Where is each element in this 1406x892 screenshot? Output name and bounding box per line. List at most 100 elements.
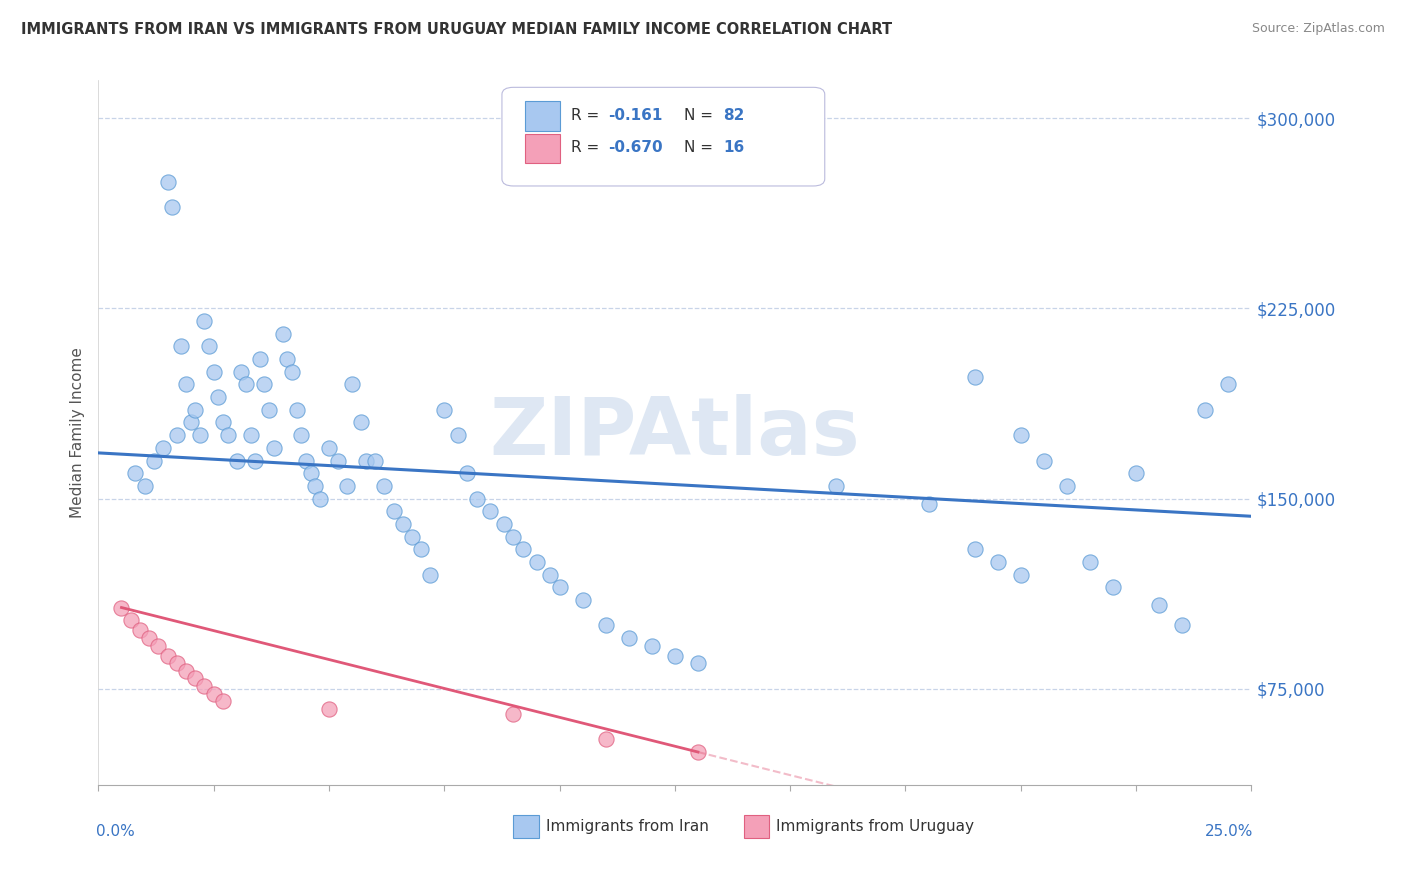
Point — [465, 491, 488, 506]
Point — [129, 624, 152, 638]
Point — [180, 416, 202, 430]
Text: IMMIGRANTS FROM IRAN VS IMMIGRANTS FROM URUGUAY MEDIAN FAMILY INCOME CORRELATION: IMMIGRANTS FROM IRAN VS IMMIGRANTS FROM … — [21, 22, 893, 37]
Point — [170, 339, 193, 353]
Point — [160, 200, 183, 214]
Point — [373, 479, 395, 493]
Point — [354, 453, 377, 467]
Point — [120, 613, 142, 627]
Point — [138, 631, 160, 645]
Point — [641, 639, 664, 653]
Point — [202, 687, 225, 701]
Text: 16: 16 — [723, 140, 745, 155]
Point — [512, 542, 534, 557]
Point — [825, 479, 848, 493]
Point — [152, 441, 174, 455]
Point — [617, 631, 640, 645]
Point — [235, 377, 257, 392]
Text: N =: N = — [685, 140, 718, 155]
Point — [571, 593, 593, 607]
Point — [263, 441, 285, 455]
Point — [1194, 402, 1216, 417]
Point — [350, 416, 373, 430]
Text: -0.161: -0.161 — [607, 108, 662, 123]
Point — [1078, 555, 1101, 569]
Point — [595, 618, 617, 632]
Point — [494, 516, 516, 531]
Point — [231, 365, 253, 379]
Point — [1125, 466, 1147, 480]
Point — [456, 466, 478, 480]
Text: Immigrants from Uruguay: Immigrants from Uruguay — [776, 819, 974, 834]
Point — [987, 555, 1010, 569]
Point — [1032, 453, 1054, 467]
Point — [174, 377, 197, 392]
Point — [202, 365, 225, 379]
FancyBboxPatch shape — [502, 87, 825, 186]
Point — [110, 600, 132, 615]
Point — [281, 365, 304, 379]
Point — [401, 530, 423, 544]
Point — [124, 466, 146, 480]
Point — [166, 428, 188, 442]
Point — [295, 453, 318, 467]
Text: ZIPAtlas: ZIPAtlas — [489, 393, 860, 472]
Point — [411, 542, 433, 557]
Point — [328, 453, 350, 467]
Point — [595, 732, 617, 747]
Point — [433, 402, 456, 417]
Point — [207, 390, 229, 404]
Point — [134, 479, 156, 493]
Point — [502, 530, 524, 544]
Bar — [513, 815, 538, 838]
Point — [253, 377, 276, 392]
Point — [212, 694, 235, 708]
Point — [193, 679, 215, 693]
Point — [1218, 377, 1240, 392]
Point — [174, 664, 197, 678]
Point — [271, 326, 294, 341]
Text: 82: 82 — [723, 108, 745, 123]
Point — [318, 441, 340, 455]
Point — [299, 466, 322, 480]
Point — [249, 352, 271, 367]
Point — [447, 428, 470, 442]
Point — [188, 428, 211, 442]
Point — [198, 339, 221, 353]
Point — [686, 657, 709, 671]
Point — [156, 648, 179, 663]
Point — [1010, 428, 1032, 442]
Text: R =: R = — [571, 140, 605, 155]
Point — [239, 428, 262, 442]
Point — [1147, 598, 1170, 612]
Point — [285, 402, 308, 417]
Point — [538, 567, 561, 582]
Point — [502, 706, 524, 721]
Point — [364, 453, 387, 467]
Point — [217, 428, 239, 442]
Point — [193, 314, 215, 328]
Bar — [524, 102, 560, 131]
Point — [664, 648, 686, 663]
Point — [142, 453, 165, 467]
Point — [225, 453, 247, 467]
Point — [166, 657, 188, 671]
Text: 25.0%: 25.0% — [1205, 823, 1254, 838]
Point — [212, 416, 235, 430]
Point — [336, 479, 359, 493]
Point — [1171, 618, 1194, 632]
Point — [686, 745, 709, 759]
Bar — [524, 134, 560, 163]
Point — [963, 542, 986, 557]
Point — [382, 504, 405, 518]
Point — [308, 491, 330, 506]
Text: 0.0%: 0.0% — [96, 823, 135, 838]
Point — [156, 175, 179, 189]
Point — [1010, 567, 1032, 582]
Y-axis label: Median Family Income: Median Family Income — [69, 347, 84, 518]
Point — [526, 555, 548, 569]
Point — [148, 639, 170, 653]
Point — [184, 402, 207, 417]
Text: N =: N = — [685, 108, 718, 123]
Point — [318, 702, 340, 716]
Point — [1056, 479, 1078, 493]
